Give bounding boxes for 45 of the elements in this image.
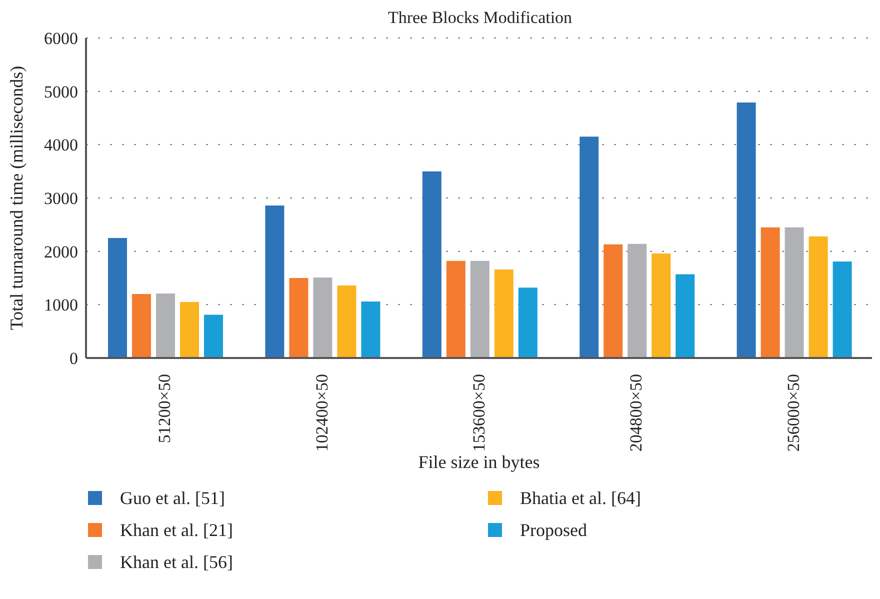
- bar: [108, 238, 128, 358]
- bar: [736, 102, 756, 358]
- bar: [760, 227, 780, 358]
- x-tick-label: 102400×50: [312, 374, 332, 452]
- bar: [494, 269, 514, 358]
- bar: [313, 277, 332, 358]
- bar: [337, 285, 356, 358]
- bar: [784, 227, 804, 358]
- bar: [446, 260, 466, 358]
- legend-label: Bhatia et al. [64]: [520, 488, 641, 508]
- bar: [470, 260, 490, 358]
- y-tick-label: 5000: [44, 82, 78, 102]
- y-tick-label: 0: [70, 349, 78, 368]
- bar: [156, 293, 176, 358]
- y-tick-label: 1000: [44, 296, 78, 315]
- legend-label: Proposed: [520, 520, 587, 540]
- bar: [652, 253, 671, 358]
- bar: [628, 244, 647, 358]
- legend-label: Guo et al. [51]: [120, 488, 225, 508]
- bar: [832, 261, 852, 358]
- y-tick-label: 6000: [44, 29, 78, 48]
- x-axis-title: File size in bytes: [418, 452, 540, 472]
- bar: [289, 278, 308, 358]
- x-tick-label: 153600×50: [470, 374, 488, 452]
- legend-label: Khan et al. [21]: [120, 520, 233, 540]
- chart-title: Three Blocks Modification: [386, 8, 574, 29]
- x-tick-label: 256000×50: [784, 374, 803, 452]
- bar: [422, 171, 442, 358]
- bar: [204, 314, 224, 358]
- bar: [808, 236, 828, 358]
- bar: [265, 205, 284, 358]
- bar: [132, 294, 152, 358]
- x-tick-label: 204800×50: [626, 374, 646, 452]
- x-tick-label: 51200×50: [155, 374, 174, 444]
- bar: [518, 288, 538, 358]
- bar: [180, 302, 200, 358]
- bar: [676, 274, 695, 358]
- bar: [361, 301, 380, 358]
- bar: [580, 136, 599, 358]
- legend-label: Khan et al. [56]: [120, 552, 233, 572]
- y-tick-label: 3000: [44, 189, 78, 208]
- y-tick-label: 2000: [44, 242, 78, 262]
- y-tick-label: 4000: [44, 136, 78, 155]
- bar: [604, 244, 623, 358]
- y-axis-title: Total turnaround time (milliseconds): [6, 66, 26, 330]
